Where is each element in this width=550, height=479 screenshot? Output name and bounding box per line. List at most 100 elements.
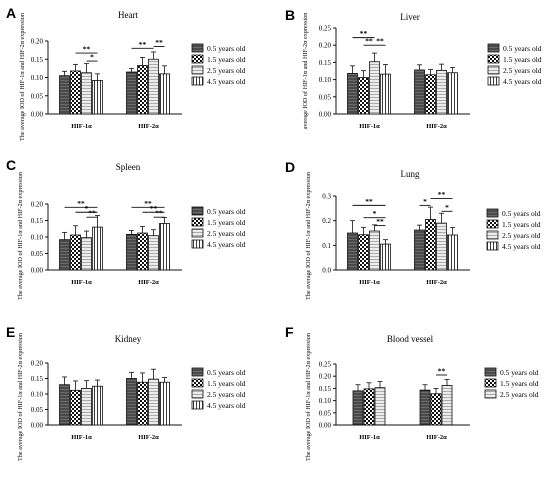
legend-swatch bbox=[484, 389, 497, 399]
significance-label: ** bbox=[438, 190, 446, 199]
bar bbox=[369, 61, 380, 115]
legend-swatch bbox=[191, 378, 204, 388]
legend-swatch bbox=[486, 208, 499, 218]
legend-label: 1.5 years old bbox=[207, 55, 246, 64]
bar bbox=[441, 385, 453, 426]
y-axis-label: The average IOD of HIF-1α and HIF-2α exp… bbox=[17, 172, 24, 300]
significance-label: ** bbox=[376, 217, 384, 226]
y-axis-label: The average IOD of HIF-1α and HIF-2α exp… bbox=[305, 172, 312, 300]
y-tick-label: 0.10 bbox=[31, 234, 44, 242]
panel-title: Spleen bbox=[116, 162, 141, 172]
legend-swatch bbox=[486, 230, 499, 240]
significance-label: ** bbox=[155, 209, 163, 218]
legend-swatch bbox=[191, 400, 204, 410]
legend-swatch bbox=[191, 228, 204, 238]
bar bbox=[447, 234, 458, 271]
bar bbox=[425, 74, 436, 115]
legend-swatch bbox=[191, 389, 204, 399]
significance-label: * bbox=[423, 197, 427, 206]
bar bbox=[148, 235, 159, 271]
category-label: HIF-1α bbox=[71, 434, 92, 441]
legend-label: 2.5 years old bbox=[207, 229, 246, 238]
bar bbox=[159, 223, 170, 271]
significance-label: * bbox=[373, 209, 377, 218]
legend-label: 1.5 years old bbox=[207, 218, 246, 227]
bar bbox=[137, 232, 148, 271]
y-tick-label: 0.05 bbox=[31, 406, 44, 414]
y-tick-label: 0.20 bbox=[31, 38, 44, 46]
legend-swatch bbox=[484, 367, 497, 377]
panel-title: Kidney bbox=[115, 334, 142, 344]
bar bbox=[414, 69, 425, 115]
bar bbox=[374, 387, 386, 426]
significance-label: ** bbox=[144, 199, 152, 208]
significance-label: ** bbox=[150, 204, 158, 213]
y-tick-label: 0.00 bbox=[31, 422, 44, 430]
panel-letter: A bbox=[6, 5, 16, 21]
bar bbox=[436, 69, 447, 115]
bar bbox=[347, 232, 358, 271]
legend-label: 2.5 years old bbox=[500, 390, 539, 399]
y-tick-label: 0.15 bbox=[31, 56, 44, 64]
significance-label: * bbox=[90, 53, 94, 62]
bar bbox=[430, 393, 442, 426]
category-label: HIF-1α bbox=[359, 434, 380, 441]
bar bbox=[414, 229, 425, 271]
y-axis-label: The average IOD of HIF-1α and HIF-2α exp… bbox=[305, 333, 312, 461]
bar bbox=[148, 58, 159, 115]
legend-swatch bbox=[191, 206, 204, 216]
category-label: HIF-2α bbox=[426, 123, 447, 130]
significance-label: ** bbox=[438, 366, 446, 375]
panel-e: E Kidney The average IOD of HIF-1α and HIF… bbox=[6, 324, 246, 461]
bar bbox=[92, 226, 103, 271]
y-axis-label: The average IOD of HIF-1α and HIF-2α exp… bbox=[17, 333, 24, 461]
panel-b: B Liver average IOD of HIF-1α and HIF-2α e… bbox=[285, 7, 542, 130]
legend-swatch bbox=[191, 65, 204, 75]
bar bbox=[148, 378, 159, 426]
y-axis-label: The average IOD of HIF-1α and HIF-2α exp… bbox=[19, 13, 26, 141]
panel-title: Liver bbox=[400, 12, 420, 22]
bar bbox=[380, 73, 391, 115]
legend-label: 0.5 years old bbox=[207, 207, 246, 216]
bar bbox=[358, 77, 369, 115]
y-tick-label: 0.10 bbox=[31, 391, 44, 399]
bar bbox=[363, 388, 375, 426]
y-tick-label: 0.0 bbox=[322, 267, 331, 275]
bar bbox=[92, 80, 103, 115]
significance-label: ** bbox=[83, 45, 91, 54]
y-tick-label: 0.3 bbox=[322, 193, 331, 201]
category-label: HIF-1α bbox=[359, 279, 380, 286]
category-label: HIF-2α bbox=[138, 123, 159, 130]
legend-label: 1.5 years old bbox=[500, 379, 539, 388]
y-tick-label: 0.05 bbox=[31, 250, 44, 258]
legend-label: 2.5 years old bbox=[207, 66, 246, 75]
bar bbox=[70, 234, 81, 271]
category-label: HIF-2α bbox=[426, 434, 447, 441]
significance-label: ** bbox=[139, 40, 147, 49]
bar bbox=[81, 388, 92, 426]
bar bbox=[70, 389, 81, 426]
legend-label: 0.5 years old bbox=[207, 44, 246, 53]
category-label: HIF-1α bbox=[359, 123, 380, 130]
bar bbox=[419, 389, 431, 426]
y-tick-label: 0.20 bbox=[319, 373, 332, 381]
bar bbox=[380, 243, 391, 271]
panel-letter: D bbox=[285, 159, 295, 175]
legend-swatch bbox=[191, 43, 204, 53]
y-tick-label: 0.00 bbox=[319, 422, 332, 430]
y-tick-label: 0.15 bbox=[319, 59, 332, 67]
legend-label: 0.5 years old bbox=[500, 368, 539, 377]
legend-swatch bbox=[191, 367, 204, 377]
legend-label: 2.5 years old bbox=[207, 390, 246, 399]
panel-title: Blood vessel bbox=[387, 334, 434, 344]
bar bbox=[59, 384, 70, 426]
legend-swatch bbox=[487, 54, 500, 64]
bar bbox=[126, 233, 137, 271]
bar bbox=[92, 385, 103, 426]
y-tick-label: 0.05 bbox=[319, 409, 332, 417]
y-tick-label: 0.00 bbox=[31, 267, 44, 275]
category-label: HIF-1α bbox=[71, 123, 92, 130]
y-tick-label: 0.15 bbox=[319, 385, 332, 393]
y-tick-label: 0.00 bbox=[319, 111, 332, 119]
